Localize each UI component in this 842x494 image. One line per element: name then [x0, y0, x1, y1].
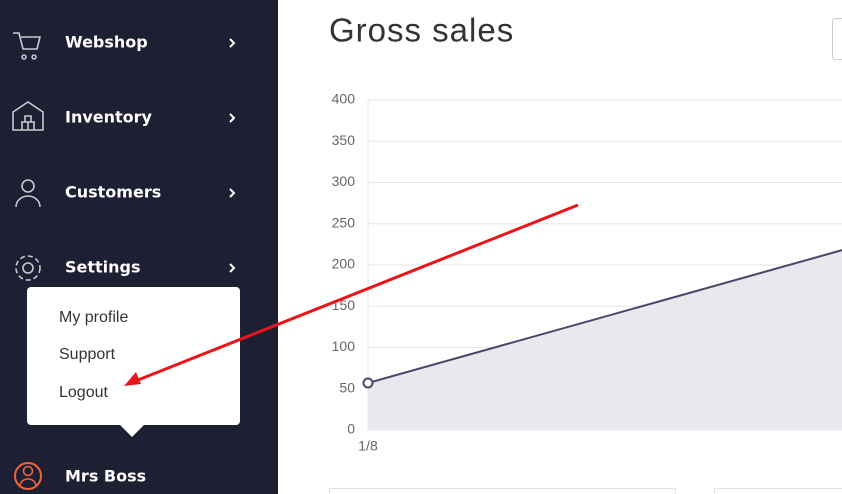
- popup-menu: [27, 287, 240, 437]
- line: [367, 249, 842, 384]
- y-tick-label: 300: [332, 173, 356, 189]
- nav-label[interactable]: Inventory: [65, 108, 153, 127]
- y-tick-label: 350: [332, 132, 356, 148]
- select-box[interactable]: [832, 18, 842, 60]
- y-tick-label: 400: [332, 91, 356, 107]
- y-tick-label: 50: [339, 379, 355, 395]
- y-tick-label: 0: [347, 421, 355, 437]
- area: [368, 250, 842, 430]
- point: [362, 377, 374, 389]
- y-tick-label: 100: [332, 338, 356, 354]
- y-tick-label: 250: [332, 214, 356, 230]
- y-tick-label: 200: [332, 256, 356, 272]
- nav-item[interactable]: Webshop: [65, 33, 148, 52]
- nav-label[interactable]: Customers: [65, 183, 161, 202]
- nav-icons: [12, 32, 44, 490]
- menu-item[interactable]: My profile: [59, 309, 128, 326]
- nav-label[interactable]: Webshop: [65, 33, 148, 52]
- annotation-arrow: [124, 203, 579, 386]
- menu-item[interactable]: Logout: [59, 384, 108, 401]
- panel: [329, 488, 676, 494]
- chart-title: Gross sales: [329, 12, 514, 49]
- nav-label[interactable]: Settings: [65, 258, 141, 277]
- menu-item[interactable]: Support: [59, 346, 116, 363]
- chevrons: [229, 38, 236, 273]
- x-tick-label: 1/8: [358, 438, 378, 454]
- panel: [714, 488, 842, 494]
- user-name[interactable]: Mrs Boss: [65, 467, 146, 486]
